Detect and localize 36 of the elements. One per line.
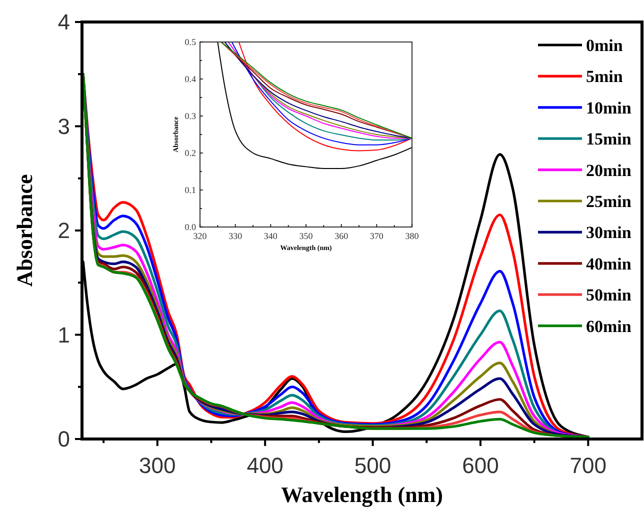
y-axis-title: Absorbance bbox=[12, 174, 37, 287]
x-tick-label: 300 bbox=[139, 453, 176, 478]
y-tick-label: 0.2 bbox=[184, 148, 196, 158]
legend-label: 40min bbox=[586, 254, 632, 274]
legend-label: 0min bbox=[586, 36, 624, 55]
x-tick-label: 340 bbox=[264, 231, 278, 241]
x-tick-label: 370 bbox=[370, 231, 384, 241]
x-tick-label: 360 bbox=[334, 231, 349, 241]
y-tick-label: 0.4 bbox=[184, 74, 196, 84]
line-series bbox=[217, 42, 412, 170]
x-tick-label: 330 bbox=[228, 231, 243, 241]
y-tick-label: 0.3 bbox=[184, 111, 196, 122]
legend-label: 60min bbox=[586, 316, 632, 336]
y-tick-label: 4 bbox=[58, 10, 70, 35]
x-tick-label: 600 bbox=[462, 453, 499, 478]
x-axis-title: Wavelength (nm) bbox=[281, 482, 443, 507]
y-tick-label: 1 bbox=[58, 322, 70, 348]
legend-label: 25min bbox=[586, 192, 632, 211]
x-tick-label: 350 bbox=[299, 231, 314, 241]
x-tick-label: 700 bbox=[570, 453, 607, 478]
y-tick-label: 0 bbox=[58, 426, 70, 452]
y-tick-label: 0.1 bbox=[184, 185, 196, 196]
y-tick-label: 0.5 bbox=[184, 37, 196, 48]
x-tick-label: 320 bbox=[193, 231, 208, 241]
x-tick-label: 380 bbox=[405, 231, 420, 241]
y-tick-label: 3 bbox=[58, 114, 70, 139]
legend-label: 15min bbox=[586, 130, 632, 149]
y-tick-label: 0.0 bbox=[184, 222, 196, 232]
legend-label: 50min bbox=[586, 286, 632, 305]
x-tick-label: 500 bbox=[354, 453, 392, 478]
y-tick-label: 2 bbox=[58, 218, 70, 244]
legend-label: 20min bbox=[586, 160, 632, 180]
legend-label: 5min bbox=[586, 67, 624, 86]
x-tick-label: 400 bbox=[246, 453, 284, 478]
legend-label: 10min bbox=[586, 98, 632, 118]
legend-label: 30min bbox=[586, 223, 632, 242]
